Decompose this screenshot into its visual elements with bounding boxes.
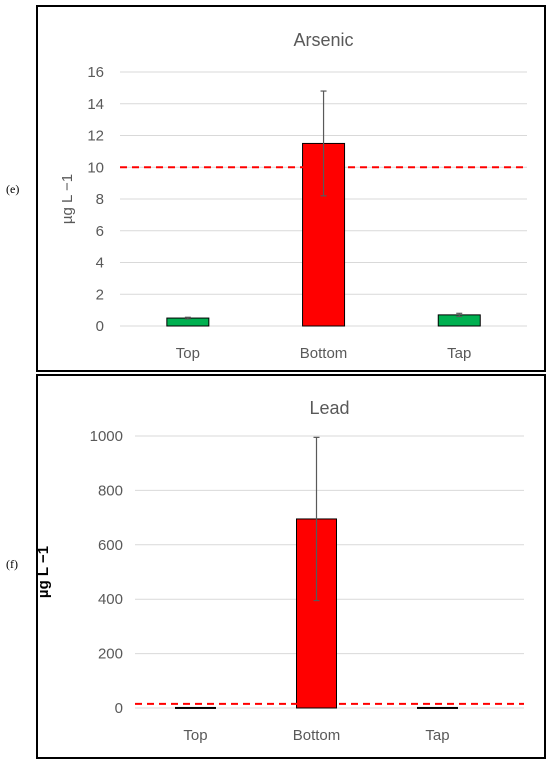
arsenic-y-tick-label: 0: [96, 318, 104, 335]
chart-frame-lead: [36, 374, 546, 759]
lead-category-label: Tap: [425, 727, 449, 744]
arsenic-y-axis-label: µg L −1: [59, 174, 76, 224]
arsenic-y-tick-label: 16: [87, 64, 104, 81]
arsenic-chart: Arsenic 0 2 4 6 8 10 12 14 16 µg L −1 Top Bottom Tap: [59, 30, 527, 362]
arsenic-category-label: Bottom: [300, 345, 348, 362]
arsenic-category-label: Tap: [447, 345, 471, 362]
lead-bar-top: [175, 706, 216, 709]
lead-y-tick-label: 400: [98, 591, 123, 608]
arsenic-y-tick-label: 4: [96, 255, 104, 272]
lead-category-label: Bottom: [293, 727, 341, 744]
lead-category-label: Top: [183, 727, 207, 744]
lead-chart-title: Lead: [309, 398, 349, 418]
arsenic-y-tick-label: 10: [87, 159, 104, 176]
lead-y-tick-label: 800: [98, 482, 123, 499]
lead-y-axis-label: µg L −1: [35, 546, 52, 598]
lead-y-tick-label: 1000: [90, 428, 123, 445]
lead-y-tick-label: 600: [98, 537, 123, 554]
arsenic-y-tick-label: 6: [96, 223, 104, 240]
lead-y-tick-label: 200: [98, 646, 123, 663]
arsenic-chart-title: Arsenic: [293, 30, 353, 50]
arsenic-y-tick-label: 14: [87, 96, 104, 113]
arsenic-y-tick-label: 2: [96, 286, 104, 303]
panel-label-e: (e): [6, 182, 20, 196]
panel-label-f: (f): [6, 557, 18, 571]
arsenic-y-tick-label: 12: [87, 128, 104, 145]
chart-frame-arsenic: [36, 5, 546, 372]
arsenic-category-label: Top: [176, 345, 200, 362]
arsenic-bar-bottom: [302, 142, 346, 327]
lead-bar-tap: [417, 706, 458, 709]
lead-y-tick-label: 0: [115, 700, 123, 717]
arsenic-y-tick-label: 8: [96, 191, 104, 208]
